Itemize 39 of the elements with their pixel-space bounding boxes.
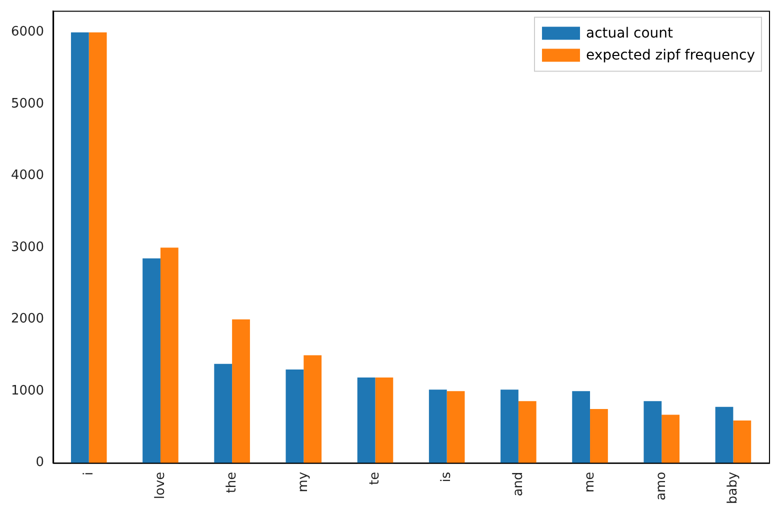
bar [572, 391, 590, 463]
bar [428, 390, 447, 463]
bar [160, 248, 178, 463]
y-tick-label: 1000 [10, 383, 44, 398]
bar [644, 401, 662, 463]
bar [446, 391, 465, 463]
bar [70, 32, 89, 463]
bar [590, 409, 608, 463]
x-tick-label: baby [726, 472, 741, 504]
x-tick-label: love [152, 472, 168, 500]
y-tick-label: 5000 [10, 96, 44, 112]
y-tick-label: 6000 [10, 24, 44, 40]
legend-label: actual count [586, 25, 674, 42]
bar [286, 370, 304, 463]
x-tick-label: te [368, 472, 383, 485]
x-tick-label: is [439, 472, 454, 482]
bar [715, 406, 734, 463]
legend-label: expected zipf frequency [586, 47, 756, 64]
x-tick-label: i [81, 472, 96, 476]
bar [304, 355, 322, 463]
bar [232, 319, 250, 463]
bar [88, 32, 107, 463]
x-tick-label: me [582, 472, 598, 493]
x-tick-label: the [224, 472, 240, 494]
bar [662, 414, 680, 463]
bar [142, 258, 160, 463]
x-tick-label: and [510, 472, 526, 496]
bar [357, 377, 376, 463]
y-tick-label: 0 [36, 455, 44, 470]
bar [375, 377, 394, 463]
bar [518, 401, 536, 463]
x-tick-label: amo [654, 472, 669, 500]
bar [500, 390, 518, 463]
y-tick-label: 3000 [10, 240, 44, 255]
bar [214, 364, 232, 463]
bar [733, 420, 752, 463]
x-tick-label: my [296, 472, 312, 492]
y-tick-label: 4000 [10, 168, 44, 184]
y-tick-label: 2000 [10, 312, 44, 327]
